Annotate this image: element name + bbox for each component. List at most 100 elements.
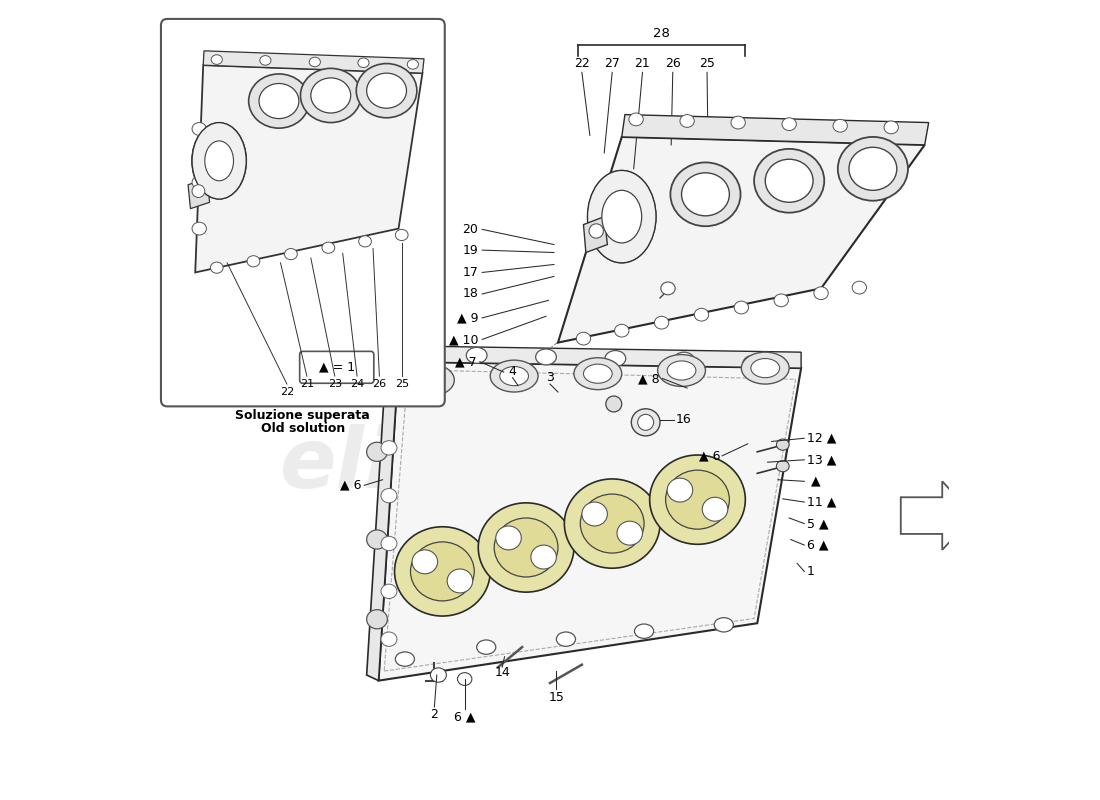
Ellipse shape [192, 122, 246, 199]
Ellipse shape [407, 364, 454, 396]
Ellipse shape [666, 470, 729, 529]
Ellipse shape [682, 173, 729, 216]
Text: 25: 25 [700, 57, 715, 70]
Text: 5 ▲: 5 ▲ [806, 517, 828, 530]
Ellipse shape [407, 59, 418, 69]
Text: ▲ 9: ▲ 9 [456, 311, 478, 324]
Text: Soluzione superata: Soluzione superata [235, 410, 371, 422]
Ellipse shape [751, 358, 780, 378]
Ellipse shape [285, 249, 297, 260]
Text: eliitgsa: eliitgsa [280, 423, 628, 505]
Text: ▲: ▲ [806, 475, 821, 488]
Ellipse shape [358, 58, 368, 67]
Ellipse shape [412, 550, 438, 574]
Polygon shape [621, 114, 928, 145]
Ellipse shape [476, 640, 496, 654]
Text: 16: 16 [676, 414, 692, 426]
Ellipse shape [496, 526, 521, 550]
Ellipse shape [192, 176, 207, 189]
Ellipse shape [366, 73, 407, 108]
Ellipse shape [606, 396, 621, 412]
Text: 14: 14 [494, 666, 510, 679]
Polygon shape [378, 362, 801, 681]
Ellipse shape [774, 294, 789, 306]
Text: ▲ 6: ▲ 6 [700, 450, 720, 462]
Text: ▲ 8: ▲ 8 [638, 372, 660, 385]
Text: 20: 20 [462, 223, 478, 236]
Text: 11 ▲: 11 ▲ [806, 495, 836, 509]
Ellipse shape [755, 149, 824, 213]
Polygon shape [188, 178, 210, 209]
Ellipse shape [668, 361, 696, 380]
Text: 21: 21 [635, 57, 650, 70]
Ellipse shape [416, 370, 444, 390]
Ellipse shape [356, 63, 417, 118]
Ellipse shape [766, 159, 813, 202]
Ellipse shape [192, 185, 205, 198]
Polygon shape [195, 65, 422, 273]
Ellipse shape [494, 518, 558, 577]
Text: 6 ▲: 6 ▲ [454, 710, 475, 723]
Ellipse shape [557, 632, 575, 646]
Ellipse shape [615, 324, 629, 337]
Text: 27: 27 [604, 57, 620, 70]
Ellipse shape [381, 536, 397, 550]
Text: ▲ = 1: ▲ = 1 [319, 361, 355, 374]
Ellipse shape [381, 489, 397, 503]
Text: 22: 22 [279, 387, 294, 397]
Text: a pco: a pco [407, 534, 565, 586]
Ellipse shape [814, 286, 828, 299]
Ellipse shape [680, 114, 694, 127]
Ellipse shape [777, 439, 789, 450]
Text: 12 ▲: 12 ▲ [806, 432, 836, 445]
Ellipse shape [260, 56, 271, 65]
Ellipse shape [381, 632, 397, 646]
Ellipse shape [852, 282, 867, 294]
Ellipse shape [833, 119, 847, 132]
Ellipse shape [732, 116, 746, 129]
Ellipse shape [587, 170, 656, 263]
Ellipse shape [366, 442, 387, 462]
Polygon shape [204, 51, 424, 73]
Ellipse shape [849, 147, 896, 190]
Ellipse shape [322, 242, 334, 254]
Text: 13 ▲: 13 ▲ [806, 454, 836, 466]
Text: Old solution: Old solution [261, 422, 345, 435]
Ellipse shape [248, 256, 260, 267]
Ellipse shape [583, 364, 613, 383]
Ellipse shape [838, 137, 908, 201]
Ellipse shape [650, 455, 746, 544]
Ellipse shape [670, 162, 740, 226]
Ellipse shape [782, 118, 796, 130]
Ellipse shape [466, 347, 487, 363]
Ellipse shape [311, 78, 351, 113]
Text: ▲ 10: ▲ 10 [449, 333, 478, 346]
Polygon shape [398, 346, 801, 368]
Text: 3: 3 [546, 371, 554, 384]
Ellipse shape [734, 301, 748, 314]
Ellipse shape [564, 479, 660, 568]
Ellipse shape [590, 224, 604, 238]
Ellipse shape [638, 414, 653, 430]
Ellipse shape [673, 352, 694, 368]
Ellipse shape [714, 618, 734, 632]
Ellipse shape [395, 526, 491, 616]
Ellipse shape [602, 190, 641, 243]
Ellipse shape [884, 121, 899, 134]
Ellipse shape [777, 461, 789, 472]
Text: 18: 18 [462, 287, 478, 301]
Ellipse shape [582, 502, 607, 526]
Text: ▲ 6: ▲ 6 [340, 479, 362, 492]
Ellipse shape [366, 530, 387, 549]
Ellipse shape [491, 360, 538, 392]
Ellipse shape [381, 584, 397, 598]
Text: 2: 2 [430, 709, 438, 722]
Ellipse shape [448, 569, 473, 593]
Ellipse shape [258, 83, 299, 118]
Ellipse shape [395, 652, 415, 666]
Ellipse shape [654, 316, 669, 329]
Ellipse shape [587, 170, 656, 262]
Text: 1: 1 [806, 565, 815, 578]
Ellipse shape [300, 68, 361, 122]
Text: 23: 23 [328, 379, 342, 389]
